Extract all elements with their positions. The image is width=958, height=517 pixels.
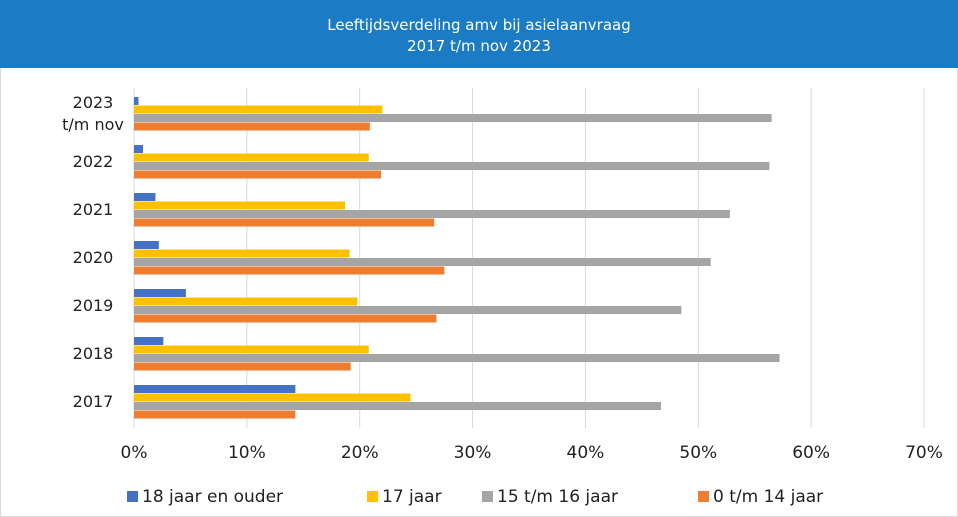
y-tick-label: 2018 [72, 344, 114, 363]
bar [134, 393, 411, 402]
bar [134, 241, 159, 249]
y-tick-label: 2023 t/m nov [62, 93, 124, 134]
bar [134, 114, 772, 122]
bar [134, 105, 383, 114]
legend-label: 18 jaar en ouder [142, 487, 283, 507]
legend-label: 0 t/m 14 jaar [713, 487, 823, 507]
legend-label: 15 t/m 16 jaar [497, 487, 618, 507]
bar [134, 345, 369, 354]
legend-label: 17 jaar [382, 487, 442, 507]
x-tick-label: 60% [792, 443, 830, 463]
bar [134, 153, 369, 162]
bar [134, 193, 156, 201]
bar [134, 354, 780, 362]
bar [134, 289, 186, 297]
x-tick-label: 10% [228, 443, 266, 463]
x-tick-label: 20% [341, 443, 379, 463]
chart-subtitle: 2017 t/m nov 2023 [407, 37, 551, 55]
x-tick-label: 0% [121, 443, 148, 463]
bar [134, 410, 296, 419]
y-tick-label: 2022 [72, 152, 114, 171]
bar [134, 258, 711, 266]
legend-swatch [482, 491, 493, 502]
x-tick-label: 70% [905, 443, 943, 463]
bar [134, 306, 682, 314]
x-tick-label: 30% [454, 443, 492, 463]
bar [134, 210, 730, 218]
legend-swatch [698, 491, 709, 502]
bar [134, 249, 350, 258]
bar [134, 402, 662, 410]
bar [134, 170, 382, 179]
bar [134, 337, 164, 345]
bar [134, 162, 770, 170]
bar [134, 218, 435, 227]
bar [134, 385, 296, 393]
legend-swatch [367, 491, 378, 502]
bar [134, 314, 437, 323]
bar [134, 97, 139, 105]
x-tick-label: 40% [567, 443, 605, 463]
bar [134, 266, 445, 275]
bar [134, 145, 144, 153]
bar [134, 297, 358, 306]
bar [134, 201, 346, 210]
bar [134, 362, 351, 371]
y-tick-label: 2019 [72, 296, 114, 315]
title-bar: Leeftijdsverdeling amv bij asielaanvraag… [0, 0, 958, 68]
y-tick-label: 2020 [72, 248, 114, 267]
legend-swatch [127, 491, 138, 502]
bar [134, 122, 370, 131]
chart-title: Leeftijdsverdeling amv bij asielaanvraag [327, 16, 631, 34]
y-tick-label: 2017 [72, 392, 114, 411]
x-tick-label: 50% [679, 443, 717, 463]
y-tick-label: 2021 [72, 200, 114, 219]
